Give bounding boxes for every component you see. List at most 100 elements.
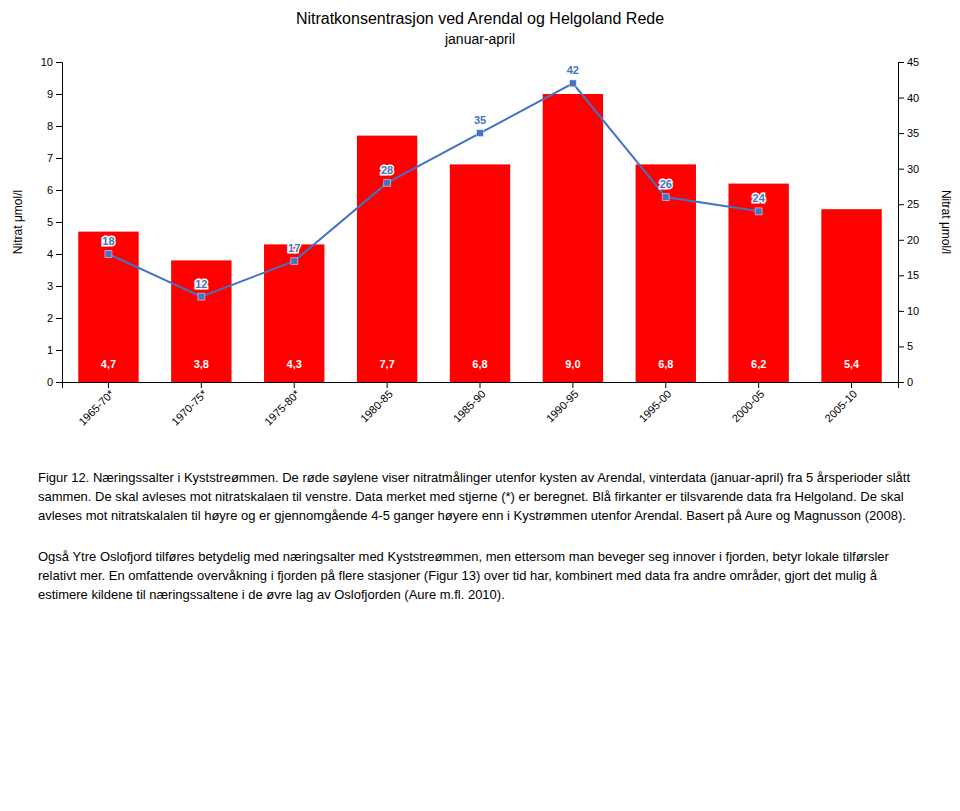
tick-label: 8 [47, 120, 53, 132]
tick: 45 [898, 56, 919, 68]
tick-label: 5 [907, 340, 913, 352]
bar-label: 6,2 [751, 358, 766, 370]
tick-label: 0 [907, 376, 913, 388]
bar-label: 4,3 [287, 358, 302, 370]
tick: 5 [47, 216, 62, 228]
tick-label: 1965-70* [76, 387, 117, 428]
tick-label: 3 [47, 280, 53, 292]
tick: 10 [41, 56, 62, 68]
marker [384, 179, 391, 186]
tick-mark [898, 311, 904, 312]
axis-line [63, 383, 899, 389]
tick: 1965-70* [76, 382, 117, 428]
tick: 15 [898, 269, 919, 281]
tick: 40 [898, 92, 919, 104]
bar [450, 164, 510, 382]
line-label: 24 [753, 192, 766, 204]
tick-mark [898, 275, 904, 276]
tick-label: 0 [47, 376, 53, 388]
data-labels: 4,73,84,37,76,89,06,86,25,41812172835422… [101, 64, 860, 370]
tick-label: 35 [907, 127, 919, 139]
tick: 4 [47, 248, 62, 260]
bar [264, 244, 324, 382]
tick: 2 [47, 312, 62, 324]
line-label: 42 [567, 64, 579, 76]
axis-line [899, 63, 905, 383]
bar [171, 260, 231, 382]
tick: 1980-85 [358, 382, 395, 425]
tick-mark [56, 62, 62, 63]
tick-mark [898, 346, 904, 347]
tick-mark [56, 94, 62, 95]
tick-label: 1 [47, 344, 53, 356]
tick-mark [898, 169, 904, 170]
tick: 2000-05 [729, 382, 766, 425]
caption-line: sammen. De skal avleses mot nitratskalae… [38, 489, 904, 504]
tick: 5 [898, 340, 913, 352]
tick-label: 10 [907, 305, 919, 317]
bar [728, 184, 788, 382]
tick: 8 [47, 120, 62, 132]
bar-label: 3,8 [194, 358, 209, 370]
caption-line: Også Ytre Oslofjord tilføres betydelig m… [38, 549, 890, 564]
tick-mark [665, 382, 666, 388]
marker [105, 251, 112, 258]
tick-label: 40 [907, 92, 919, 104]
tick: 6 [47, 184, 62, 196]
tick-label: 1975-80* [262, 387, 303, 428]
tick-mark [56, 126, 62, 127]
tick-label: 1980-85 [358, 388, 395, 425]
tick-label: 9 [47, 88, 53, 100]
chart: Nitratkonsentrasjon ved Arendal og Helgo… [0, 0, 960, 811]
tick-mark [387, 382, 388, 388]
line-label: 26 [660, 178, 672, 190]
tick: 10 [898, 305, 919, 317]
tick-label: 2005-10 [822, 388, 859, 425]
y2-axis-title: Nitrat μmol/l [939, 190, 953, 254]
bar-label: 4,7 [101, 358, 116, 370]
tick-mark [851, 382, 852, 388]
tick: 20 [898, 234, 919, 246]
tick: 25 [898, 198, 919, 210]
tick-label: 25 [907, 198, 919, 210]
tick-mark [56, 318, 62, 319]
line-label: 28 [381, 164, 393, 176]
tick-label: 10 [41, 56, 53, 68]
marker [569, 80, 576, 87]
tick-mark [572, 382, 573, 388]
tick-label: 6 [47, 184, 53, 196]
y-axis: 0 1 2 3 4 5 6 7 8 9 10 [41, 56, 63, 388]
x-axis: 1965-70* 1970-75* 1975-80* 1980-85 1985-90 19… [63, 382, 899, 428]
tick-mark [56, 222, 62, 223]
tick: 7 [47, 152, 62, 164]
bar-series [78, 94, 881, 382]
caption: Figur 12. Næringssalter i Kyststreømmen.… [38, 470, 910, 523]
bar-label: 5,4 [844, 358, 860, 370]
marker [198, 293, 205, 300]
tick: 0 [898, 376, 913, 388]
tick: 3 [47, 280, 62, 292]
tick-label: 1995-00 [637, 388, 674, 425]
tick-mark [56, 254, 62, 255]
tick-mark [898, 382, 904, 383]
tick: 30 [898, 163, 919, 175]
bar-label: 7,7 [379, 358, 394, 370]
tick-label: 1970-75* [169, 387, 210, 428]
title: Nitratkonsentrasjon ved Arendal og Helgo… [296, 10, 664, 27]
tick-mark [108, 382, 109, 388]
marker [662, 194, 669, 201]
marks [78, 80, 881, 382]
bar [78, 232, 138, 382]
axis-line [56, 63, 63, 383]
tick-mark [898, 133, 904, 134]
tick-mark [294, 382, 295, 388]
plot: 4,73,84,37,76,89,06,86,25,41812172835422… [11, 56, 953, 428]
tick-label: 1985-90 [451, 388, 488, 425]
marker [477, 130, 484, 137]
y-axis-title: Nitrat μmol/l [11, 190, 25, 254]
tick-mark [56, 158, 62, 159]
tick: 1970-75* [169, 382, 210, 428]
tick-label: 2000-05 [729, 388, 766, 425]
line-label: 18 [102, 235, 114, 247]
tick: 35 [898, 127, 919, 139]
